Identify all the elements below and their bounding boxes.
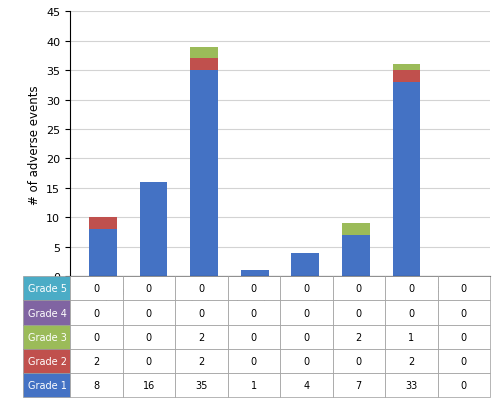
Bar — [140, 183, 168, 277]
Bar — [190, 47, 218, 59]
Bar — [190, 71, 218, 277]
Bar — [241, 271, 268, 277]
Bar — [392, 71, 420, 83]
Bar — [342, 224, 370, 236]
Y-axis label: # of adverse events: # of adverse events — [28, 85, 40, 204]
Bar — [190, 59, 218, 71]
Bar — [392, 83, 420, 277]
Bar — [292, 253, 319, 277]
Bar — [89, 218, 117, 230]
Bar — [392, 65, 420, 71]
Bar — [342, 236, 370, 277]
Bar — [89, 230, 117, 277]
